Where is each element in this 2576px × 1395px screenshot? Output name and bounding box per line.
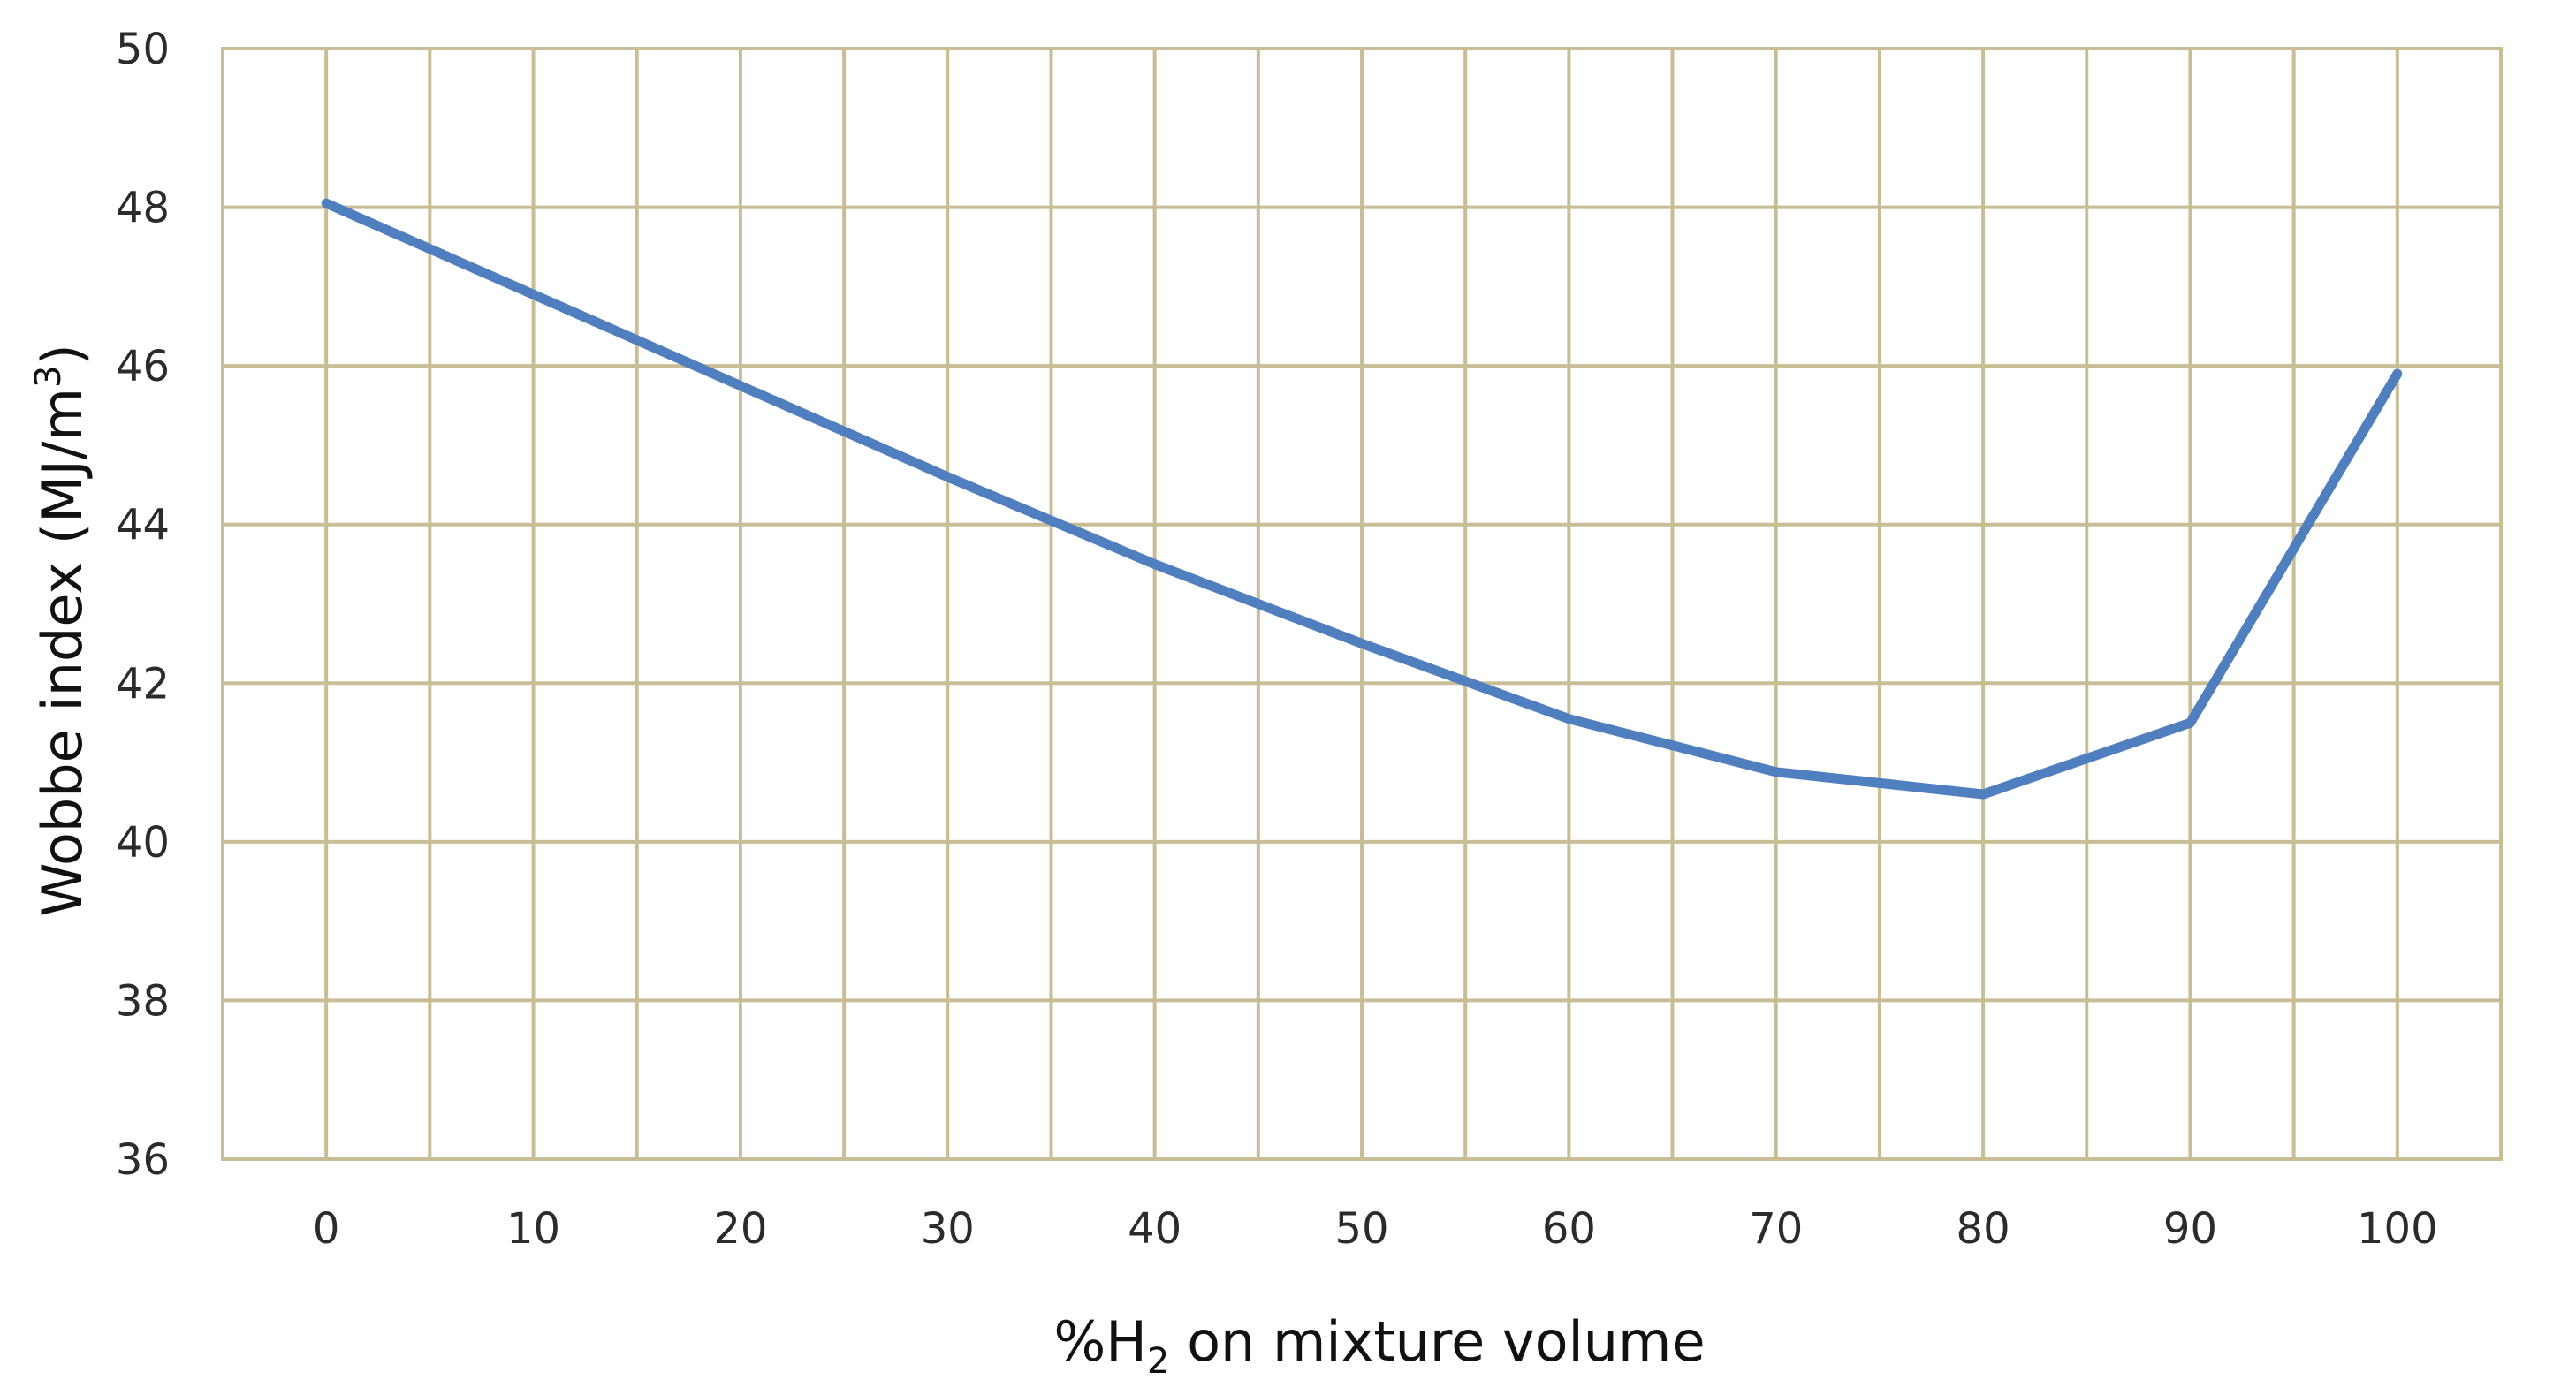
series-line-0 [321, 198, 2403, 800]
y-tick-label-42: 42 [116, 659, 170, 709]
x-tick-label-70: 70 [1749, 1204, 1803, 1254]
x-tick-label-20: 20 [713, 1204, 767, 1254]
x-tick-label-30: 30 [921, 1204, 975, 1254]
x-tick-label-0: 0 [313, 1204, 340, 1254]
y-tick-label-40: 40 [116, 818, 170, 868]
y-tick-label-36: 36 [116, 1135, 170, 1185]
plot-frame [221, 47, 2503, 1161]
x-tick-labels: 0 10 20 30 40 50 60 70 80 90 100 [313, 1204, 2438, 1254]
grid-lines [223, 47, 2501, 1161]
x-tick-label-60: 60 [1542, 1204, 1596, 1254]
y-tick-label-38: 38 [116, 976, 170, 1026]
y-tick-label-46: 46 [116, 342, 170, 391]
x-tick-label-40: 40 [1128, 1204, 1182, 1254]
y-tick-label-48: 48 [116, 184, 170, 233]
x-tick-label-80: 80 [1957, 1204, 2010, 1254]
x-axis-title-suffix: on mixture volume [1169, 1309, 1705, 1374]
x-axis-title-main: %H [1053, 1309, 1147, 1374]
y-tick-labels: 36 38 40 42 44 46 48 50 [116, 25, 170, 1185]
x-tick-label-10: 10 [506, 1204, 560, 1254]
x-tick-label-90: 90 [2163, 1204, 2217, 1254]
y-axis-title: Wobbe index (MJ/m3) [28, 344, 95, 916]
y-tick-label-44: 44 [116, 501, 170, 550]
y-tick-label-50: 50 [116, 25, 170, 74]
y-axis-title-suffix: ) [30, 344, 95, 365]
x-tick-label-50: 50 [1334, 1204, 1388, 1254]
series-layer [321, 198, 2403, 800]
x-axis-title: %H2 on mixture volume [1053, 1309, 1705, 1382]
y-axis-title-superscript: 3 [28, 366, 69, 388]
x-axis-title-subscript: 2 [1147, 1341, 1169, 1382]
y-axis-title-main: Wobbe index (MJ/m [30, 388, 95, 917]
x-tick-label-100: 100 [2357, 1204, 2438, 1254]
